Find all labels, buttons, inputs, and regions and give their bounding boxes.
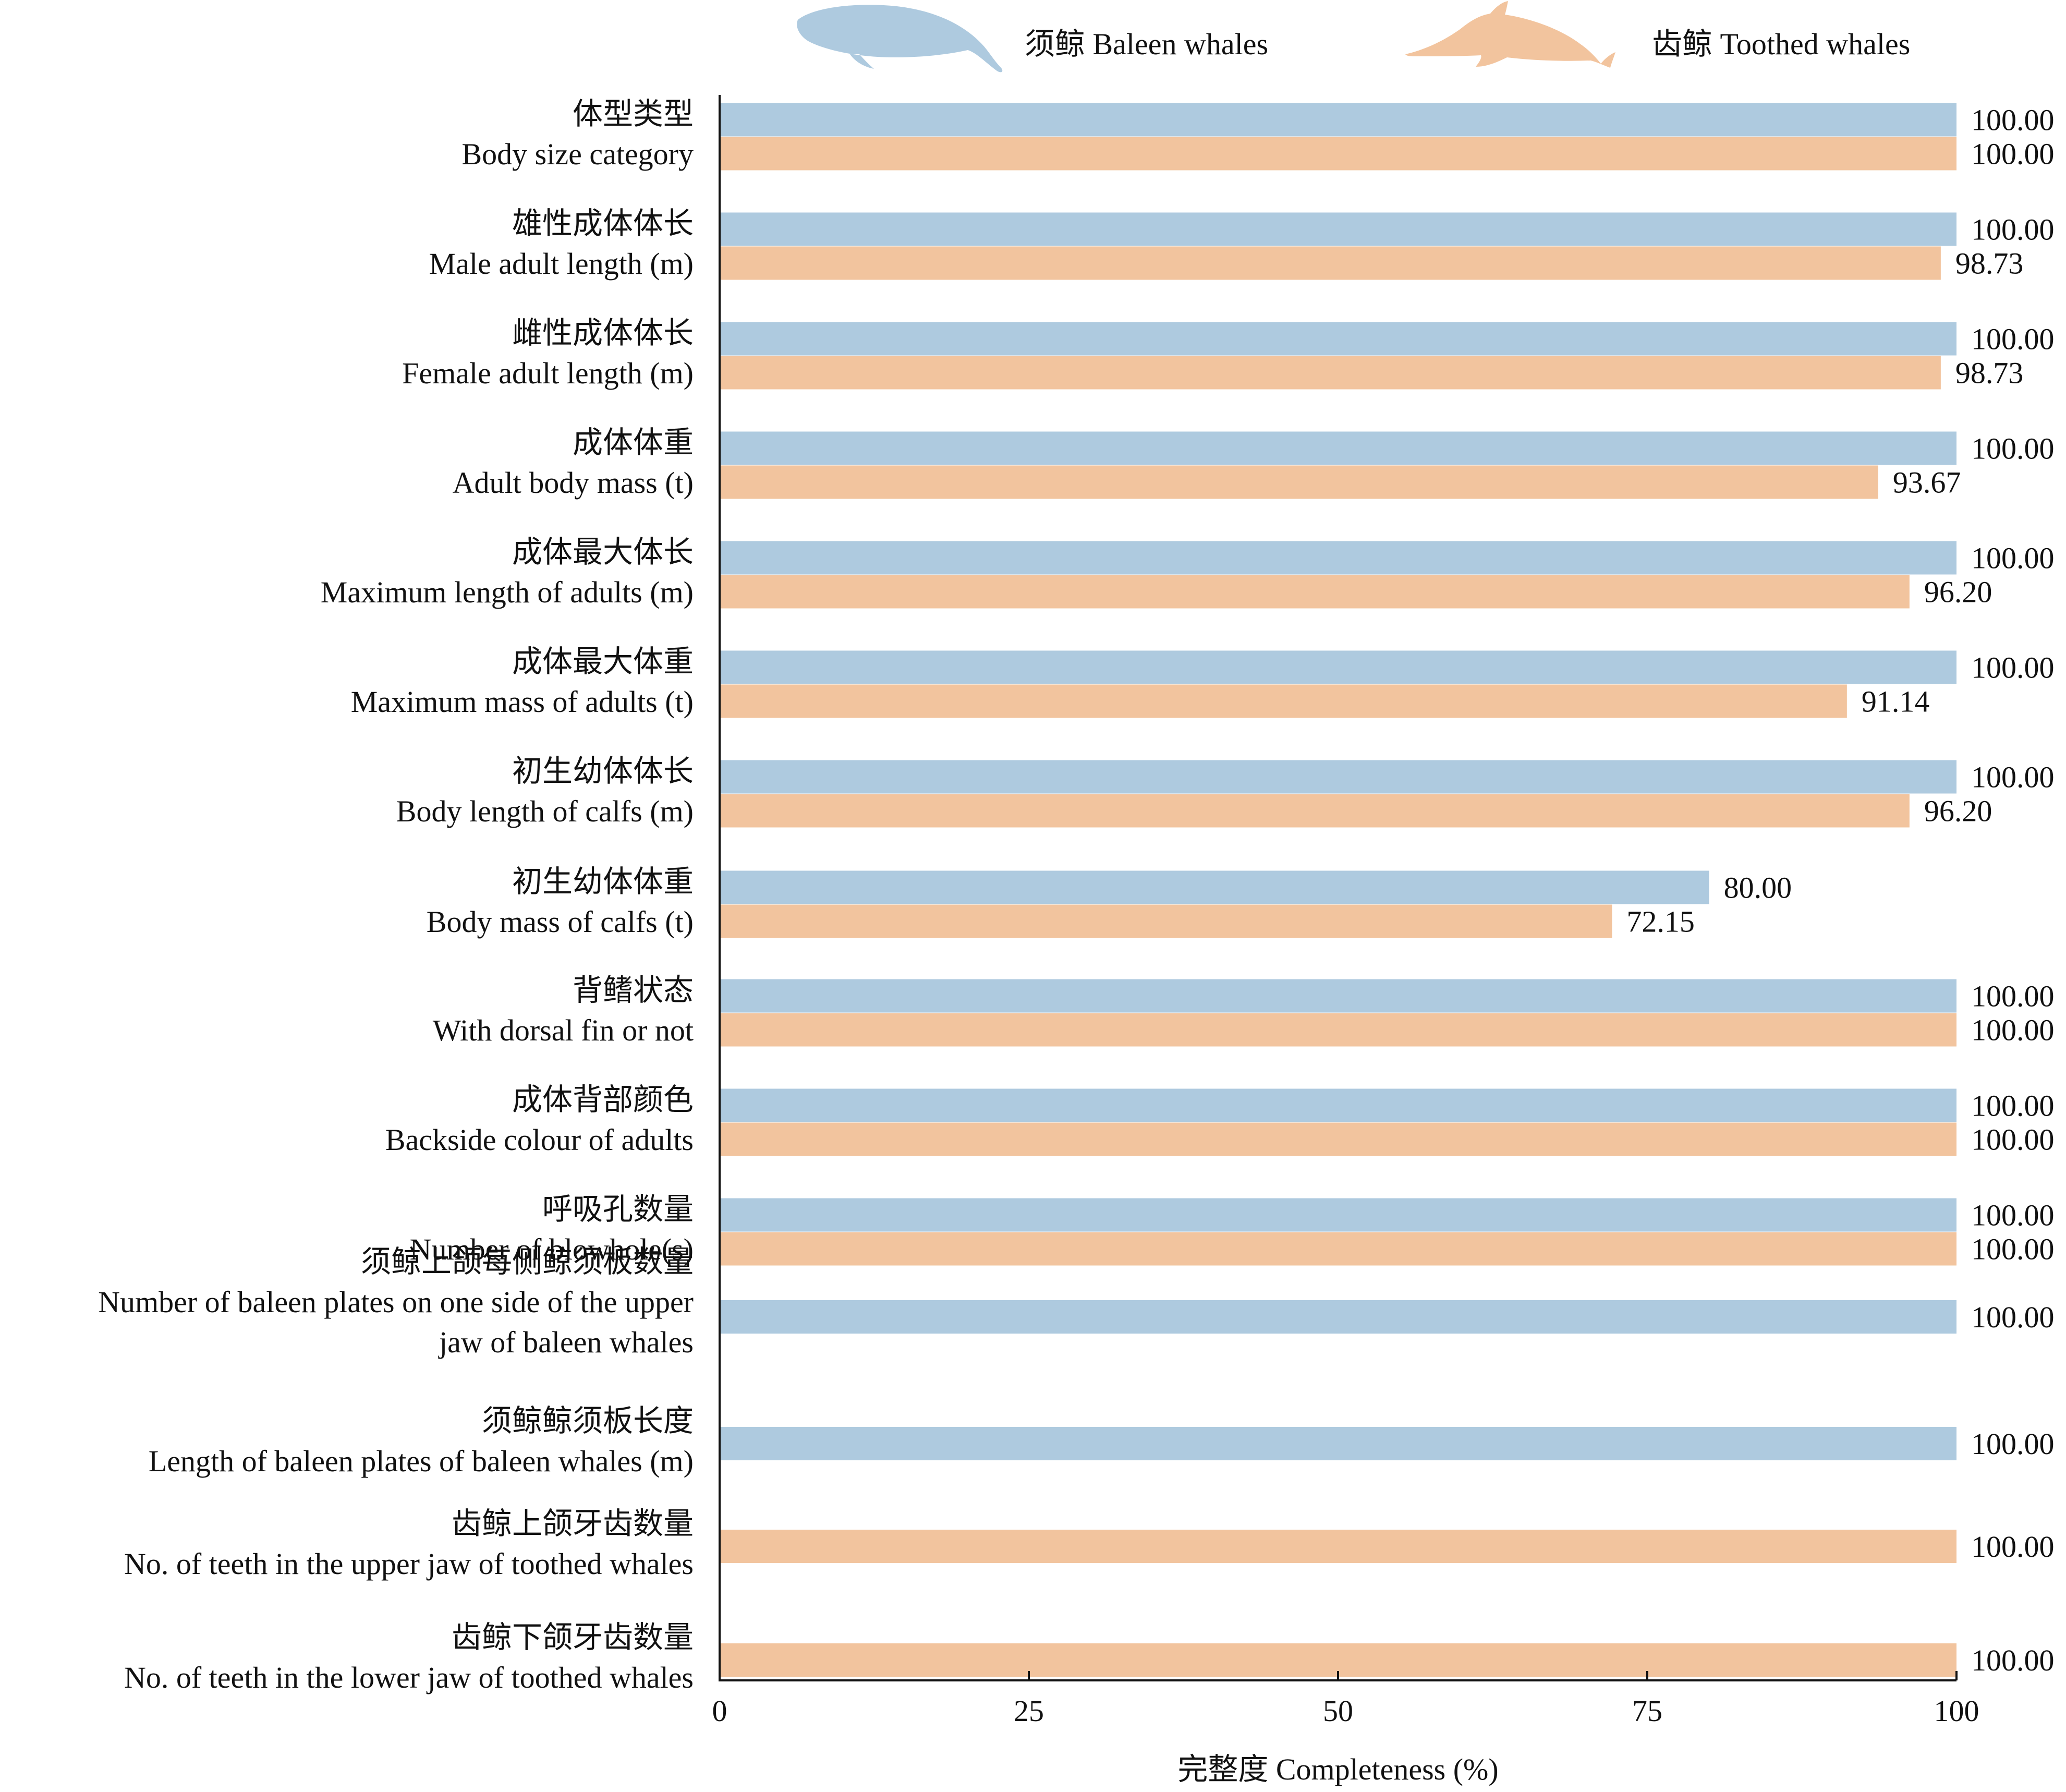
toothed-bar-8 bbox=[720, 904, 1612, 938]
toothed-value-label-9: 100.00 bbox=[1971, 1013, 2055, 1047]
x-axis-title: 完整度 Completeness (%) bbox=[1177, 1752, 1498, 1786]
category-label-12-line-2: Number of baleen plates on one side of t… bbox=[98, 1285, 694, 1319]
x-tick-label-100: 100 bbox=[1934, 1694, 1979, 1728]
baleen-value-label-11: 100.00 bbox=[1971, 1198, 2055, 1232]
x-tick-label-25: 25 bbox=[1014, 1694, 1044, 1728]
category-labels-layer: 体型类型 Body size category 雄性成体体长 Male adult l… bbox=[98, 97, 694, 1694]
category-label-4-line-1: 成体体重 bbox=[573, 426, 694, 459]
baleen-bar-3 bbox=[720, 322, 1956, 356]
toothed-bar-11 bbox=[720, 1232, 1956, 1266]
toothed-value-label-1: 100.00 bbox=[1971, 137, 2055, 171]
category-label-5-line-1: 成体最大体长 bbox=[512, 535, 694, 569]
baleen-value-label-7: 100.00 bbox=[1971, 760, 2055, 794]
toothed-value-label-6: 91.14 bbox=[1862, 685, 1930, 719]
baleen-value-label-2: 100.00 bbox=[1971, 213, 2055, 247]
toothed-value-label-14: 100.00 bbox=[1971, 1530, 2055, 1564]
toothed-value-label-7: 96.20 bbox=[1924, 794, 1992, 828]
baleen-value-label-10: 100.00 bbox=[1971, 1089, 2055, 1123]
category-label-9-line-1: 背鳍状态 bbox=[573, 973, 694, 1007]
category-label-13-line-1: 须鲸鲸须板长度 bbox=[482, 1404, 694, 1438]
baleen-value-label-5: 100.00 bbox=[1971, 541, 2055, 575]
category-label-15-line-1: 齿鲸下颌牙齿数量 bbox=[452, 1620, 694, 1654]
category-label-8-line-2: Body mass of calfs (t) bbox=[427, 905, 694, 939]
legend-label-toothed: 齿鲸 Toothed whales bbox=[1652, 27, 1910, 61]
toothed-value-label-4: 93.67 bbox=[1893, 466, 1961, 500]
baleen-bar-4 bbox=[720, 431, 1956, 465]
toothed-bar-14 bbox=[720, 1530, 1956, 1563]
category-label-14-line-2: No. of teeth in the upper jaw of toothed… bbox=[124, 1547, 694, 1581]
baleen-bar-5 bbox=[720, 541, 1956, 575]
baleen-value-label-3: 100.00 bbox=[1971, 322, 2055, 356]
baleen-value-label-12: 100.00 bbox=[1971, 1300, 2055, 1334]
category-label-14-line-1: 齿鲸上颌牙齿数量 bbox=[452, 1507, 694, 1541]
category-label-10-line-2: Backside colour of adults bbox=[385, 1123, 694, 1157]
legend: 须鲸 Baleen whales 齿鲸 Toothed whales bbox=[797, 1, 1910, 72]
value-labels-layer: 100.00100.00100.0098.73100.0098.73100.00… bbox=[1626, 103, 2054, 1678]
category-label-13-line-2: Length of baleen plates of baleen whales… bbox=[149, 1444, 694, 1478]
baleen-bar-11 bbox=[720, 1198, 1956, 1232]
baleen-bar-13 bbox=[720, 1427, 1956, 1460]
category-label-7-line-1: 初生幼体体长 bbox=[512, 754, 694, 788]
baleen-whale-silhouette-icon bbox=[797, 5, 1003, 72]
category-label-5-line-2: Maximum length of adults (m) bbox=[321, 575, 694, 609]
category-label-2-line-2: Male adult length (m) bbox=[429, 247, 694, 281]
baleen-value-label-8: 80.00 bbox=[1724, 871, 1792, 905]
category-label-15-line-2: No. of teeth in the lower jaw of toothed… bbox=[124, 1661, 694, 1694]
toothed-bar-4 bbox=[720, 465, 1878, 499]
baleen-value-label-6: 100.00 bbox=[1971, 651, 2055, 685]
toothed-bar-9 bbox=[720, 1013, 1956, 1047]
category-label-12-line-3: jaw of baleen whales bbox=[438, 1325, 694, 1359]
baleen-bar-8 bbox=[720, 870, 1709, 904]
x-tick-label-50: 50 bbox=[1323, 1694, 1353, 1728]
baleen-value-label-4: 100.00 bbox=[1971, 432, 2055, 466]
category-label-8-line-1: 初生幼体体重 bbox=[512, 865, 694, 899]
toothed-value-label-15: 100.00 bbox=[1971, 1643, 2055, 1677]
toothed-bar-2 bbox=[720, 246, 1941, 280]
category-label-2-line-1: 雄性成体体长 bbox=[512, 207, 694, 240]
bars-layer bbox=[720, 103, 1956, 1677]
baleen-value-label-13: 100.00 bbox=[1971, 1427, 2055, 1461]
category-label-10-line-1: 成体背部颜色 bbox=[512, 1083, 694, 1117]
toothed-value-label-10: 100.00 bbox=[1971, 1123, 2055, 1157]
category-label-3-line-1: 雌性成体体长 bbox=[512, 316, 694, 350]
x-tick-label-75: 75 bbox=[1632, 1694, 1662, 1728]
baleen-bar-2 bbox=[720, 212, 1956, 246]
category-label-11-line-2: Number of blowhole(s) bbox=[410, 1232, 694, 1266]
toothed-bar-5 bbox=[720, 575, 1910, 609]
x-tick-label-0: 0 bbox=[712, 1694, 727, 1728]
category-label-6-line-1: 成体最大体重 bbox=[512, 645, 694, 679]
axes-layer: 0 25 50 75 100 完整度 Completeness (%) bbox=[712, 95, 1979, 1786]
toothed-value-label-3: 98.73 bbox=[1955, 356, 2024, 390]
baleen-bar-6 bbox=[720, 650, 1956, 684]
toothed-value-label-5: 96.20 bbox=[1924, 575, 1992, 609]
category-label-1-line-2: Body size category bbox=[461, 137, 694, 171]
baleen-bar-9 bbox=[720, 979, 1956, 1013]
category-label-4-line-2: Adult body mass (t) bbox=[453, 466, 694, 500]
dolphin-silhouette-icon bbox=[1405, 1, 1615, 68]
toothed-value-label-11: 100.00 bbox=[1971, 1232, 2055, 1266]
toothed-value-label-8: 72.15 bbox=[1626, 905, 1695, 939]
toothed-bar-1 bbox=[720, 137, 1956, 171]
legend-label-baleen: 须鲸 Baleen whales bbox=[1025, 27, 1268, 61]
toothed-bar-10 bbox=[720, 1122, 1956, 1156]
toothed-bar-7 bbox=[720, 794, 1910, 828]
category-label-1-line-1: 体型类型 bbox=[573, 97, 694, 131]
baleen-value-label-1: 100.00 bbox=[1971, 103, 2055, 137]
category-label-7-line-2: Body length of calfs (m) bbox=[396, 794, 694, 828]
baleen-bar-7 bbox=[720, 760, 1956, 794]
baleen-bar-12 bbox=[720, 1300, 1956, 1334]
category-label-3-line-2: Female adult length (m) bbox=[402, 356, 694, 390]
category-label-6-line-2: Maximum mass of adults (t) bbox=[351, 685, 694, 719]
category-label-11-line-1: 呼吸孔数量 bbox=[542, 1192, 694, 1226]
toothed-bar-6 bbox=[720, 684, 1847, 718]
baleen-value-label-9: 100.00 bbox=[1971, 979, 2055, 1013]
baleen-bar-10 bbox=[720, 1088, 1956, 1122]
baleen-bar-1 bbox=[720, 103, 1956, 137]
category-label-9-line-2: With dorsal fin or not bbox=[433, 1013, 694, 1047]
toothed-value-label-2: 98.73 bbox=[1955, 247, 2024, 281]
toothed-bar-3 bbox=[720, 356, 1941, 390]
category-label-12-line-1: 须鲸上颌每侧鲸须板数量 bbox=[361, 1245, 694, 1279]
